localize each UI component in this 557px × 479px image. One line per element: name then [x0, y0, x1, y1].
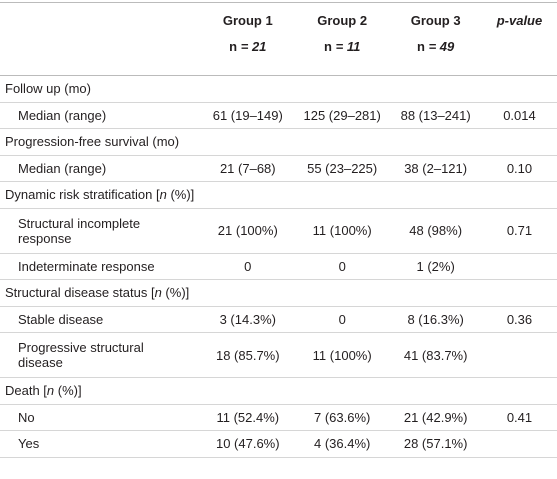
text: p [496, 12, 505, 28]
section-row: Structural disease status [n (%)] [0, 279, 557, 307]
value-cell: 28 (57.1%) [389, 430, 482, 458]
group-count: n = 49 [389, 37, 482, 76]
value-cell: 11 (100%) [294, 208, 390, 254]
value-cell: 0.71 [481, 208, 557, 254]
data-row: Structural incomplete response 21 (100%) 1… [0, 208, 557, 254]
section-label: Progression-free survival (mo) [0, 128, 557, 156]
section-row: Progression-free survival (mo) [0, 128, 557, 156]
column-header: Group 3 [389, 3, 482, 38]
section-row: Follow up (mo) [0, 75, 557, 103]
text: n [324, 39, 332, 54]
value-cell: 0 [294, 306, 390, 333]
data-row: Indeterminate response 0 0 1 (2%) [0, 253, 557, 280]
value-cell: 0 [294, 253, 390, 280]
text: Group 3 [410, 12, 461, 28]
empty-header [481, 37, 557, 76]
row-label: Indeterminate response [0, 253, 201, 280]
value-cell: 0.10 [481, 155, 557, 182]
value-cell: 21 (42.9%) [389, 404, 482, 431]
value-cell [481, 332, 557, 378]
value-cell: 0.41 [481, 404, 557, 431]
value-cell: 0 [200, 253, 295, 280]
value-cell: 21 (7–68) [200, 155, 295, 182]
column-header: p-value [482, 3, 557, 38]
row-label: Structural incomplete response [0, 208, 201, 254]
value-cell [481, 430, 557, 458]
row-label: Median (range) [0, 102, 201, 129]
text: Structural disease status [ [5, 285, 155, 301]
results-table: Group 1 Group 2 Group 3 p-value n = 21 n = 1… [0, 2, 557, 458]
text: n [154, 285, 162, 301]
text: (%)] [54, 383, 82, 399]
text: = 11 [332, 39, 361, 54]
section-label: Follow up (mo) [0, 75, 557, 103]
text: = 49 [424, 39, 455, 54]
value-cell: 88 (13–241) [389, 102, 482, 129]
row-label: Stable disease [0, 306, 201, 333]
text: Indeterminate response [18, 258, 155, 274]
value-cell: 0.36 [481, 306, 557, 333]
text: n [229, 39, 238, 54]
row-label: Progressive structural disease [0, 332, 201, 378]
value-cell: 4 (36.4%) [294, 430, 390, 458]
text: n [46, 383, 55, 399]
value-cell: 18 (85.7%) [200, 332, 295, 378]
text: Structural incomplete response [18, 215, 141, 246]
text: Median (range) [18, 107, 107, 123]
value-cell: 125 (29–281) [294, 102, 390, 129]
data-row: Yes 10 (47.6%) 4 (36.4%) 28 (57.1%) [0, 430, 557, 458]
column-header: Group 2 [295, 3, 389, 38]
row-label: No [0, 404, 201, 431]
value-cell: 11 (52.4%) [200, 404, 295, 431]
section-row: Death [n (%)] [0, 377, 557, 405]
value-cell: 8 (16.3%) [389, 306, 482, 333]
text: Group 2 [317, 12, 368, 28]
data-row: No 11 (52.4%) 7 (63.6%) 21 (42.9%) 0.41 [0, 404, 557, 431]
row-label: Median (range) [0, 155, 201, 182]
value-cell: 1 (2%) [389, 253, 482, 280]
text: Yes [18, 436, 40, 452]
value-cell: 7 (63.6%) [294, 404, 390, 431]
value-cell: 10 (47.6%) [200, 430, 295, 458]
text: Progression-free survival (mo) [5, 134, 180, 150]
value-cell: 21 (100%) [200, 208, 295, 254]
text: n [159, 187, 167, 203]
text: Death [ [5, 383, 47, 399]
data-row: Median (range) 61 (19–149) 125 (29–281) 88 … [0, 102, 557, 129]
text: Group 1 [222, 12, 273, 28]
value-cell [481, 253, 557, 280]
text: Stable disease [18, 311, 104, 327]
group-count: n = 11 [294, 37, 390, 76]
text: n [417, 39, 425, 54]
section-label: Death [n (%)] [0, 377, 557, 405]
value-cell: 55 (23–225) [294, 155, 390, 182]
value-cell: 41 (83.7%) [389, 332, 482, 378]
row-label: Yes [0, 430, 201, 458]
text: Dynamic risk stratification [ [5, 187, 160, 203]
text: -value [504, 12, 543, 28]
value-cell: 61 (19–149) [200, 102, 295, 129]
text: = 21 [237, 39, 267, 54]
section-row: Dynamic risk stratification [n (%)] [0, 181, 557, 209]
value-cell: 48 (98%) [389, 208, 482, 254]
text: (%)] [161, 285, 190, 301]
data-row: Median (range) 21 (7–68) 55 (23–225) 38 (2–… [0, 155, 557, 182]
value-cell: 11 (100%) [294, 332, 390, 378]
data-row: Progressive structural disease 18 (85.7%)… [0, 332, 557, 378]
data-row: Stable disease 3 (14.3%) 0 8 (16.3%) 0.36 [0, 306, 557, 333]
text: Median (range) [18, 160, 107, 176]
value-cell: 3 (14.3%) [200, 306, 295, 333]
column-header: Group 1 [201, 3, 295, 38]
text: Progressive structural disease [18, 340, 144, 370]
group-count: n = 21 [200, 37, 295, 76]
text: (%)] [166, 187, 195, 203]
value-cell: 38 (2–121) [389, 155, 482, 182]
section-label: Dynamic risk stratification [n (%)] [0, 181, 557, 209]
text: No [18, 409, 35, 425]
value-cell: 0.014 [481, 102, 557, 129]
text: Follow up (mo) [5, 81, 91, 97]
section-label: Structural disease status [n (%)] [0, 279, 557, 307]
